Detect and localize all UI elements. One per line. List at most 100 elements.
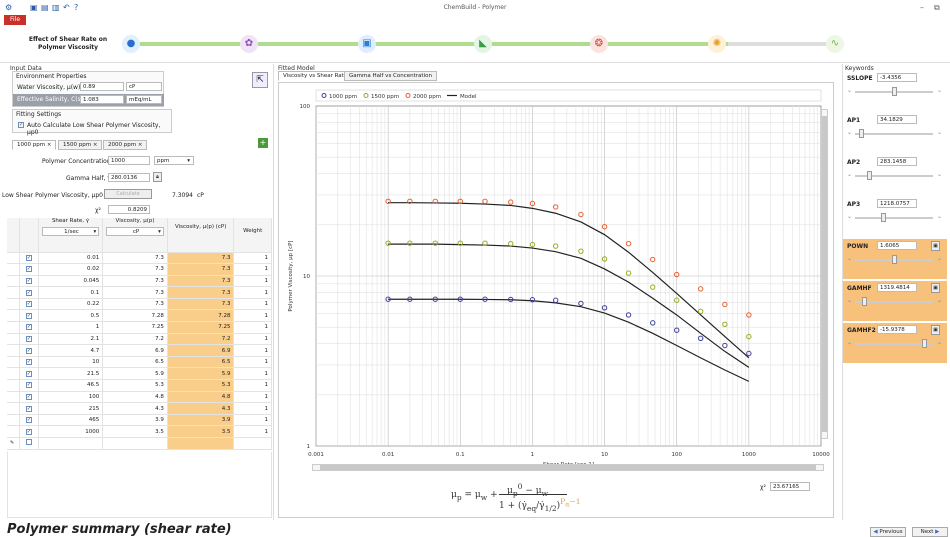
row-selector[interactable]: [7, 333, 21, 346]
data-point-1000-ppm[interactable]: [457, 296, 463, 302]
data-point-1500-ppm[interactable]: [601, 256, 608, 262]
row-checkbox[interactable]: ✓: [25, 393, 32, 400]
table-row[interactable]: ✓ 0.01 7.3 7.3 1: [7, 252, 272, 265]
weight-cell[interactable]: 1: [233, 275, 272, 288]
row-checkbox[interactable]: ✓: [25, 266, 32, 273]
save-as-icon[interactable]: ▥: [52, 3, 60, 12]
lock-icon[interactable]: ▣: [931, 325, 940, 335]
keyword-value-input[interactable]: 34.1829: [877, 115, 917, 124]
data-point-2000-ppm[interactable]: [385, 198, 391, 205]
undo-icon[interactable]: ↶: [63, 3, 70, 12]
close-icon[interactable]: ×: [46, 142, 52, 148]
table-row[interactable]: ✓ 10 6.5 6.5 1: [7, 356, 272, 369]
help-icon[interactable]: ?: [74, 3, 79, 12]
lock-icon[interactable]: ▣: [931, 241, 940, 251]
data-point-2000-ppm[interactable]: [601, 223, 608, 230]
row-checkbox-cell[interactable]: ✓: [19, 309, 39, 323]
shear-rate-cell[interactable]: 21.5: [38, 367, 104, 381]
weight-cell[interactable]: 1: [233, 333, 272, 346]
data-point-1500-ppm[interactable]: [552, 243, 559, 249]
data-point-1000-ppm[interactable]: [407, 296, 413, 302]
row-checkbox-cell[interactable]: ✓: [19, 356, 39, 369]
chevron-down-icon[interactable]: ⌄: [937, 171, 943, 178]
data-point-2000-ppm[interactable]: [407, 198, 413, 205]
weight-cell[interactable]: 1: [233, 344, 272, 357]
row-selector[interactable]: [7, 379, 21, 392]
data-point-2000-ppm[interactable]: [508, 199, 514, 205]
molecule-icon[interactable]: ✿: [240, 35, 258, 53]
row-checkbox-cell[interactable]: ✓: [19, 321, 39, 334]
chevron-down-icon[interactable]: ⌄: [937, 213, 943, 220]
shear-rate-cell[interactable]: 100: [38, 391, 104, 404]
data-point-2000-ppm[interactable]: [625, 240, 632, 247]
shear-rate-cell[interactable]: 1: [38, 321, 104, 334]
polymer-chain-icon[interactable]: ∿: [826, 35, 844, 53]
row-checkbox-cell[interactable]: ✓: [19, 333, 39, 346]
data-point-1500-ppm[interactable]: [746, 333, 752, 340]
shear-rate-cell[interactable]: 1000: [38, 425, 104, 438]
row-selector[interactable]: [7, 402, 21, 415]
file-menu-button[interactable]: File: [4, 15, 26, 25]
table-row[interactable]: ✓ 0.22 7.3 7.3 1: [7, 298, 272, 311]
row-checkbox[interactable]: ✓: [25, 254, 32, 261]
viscosity-cell[interactable]: 7.3: [102, 286, 168, 299]
calculate-button[interactable]: Calculate: [104, 189, 152, 199]
viscosity-cell[interactable]: 4.8: [102, 391, 168, 404]
open-icon[interactable]: ▤: [41, 3, 49, 12]
weight-cell[interactable]: 1: [233, 391, 272, 404]
weight-cell[interactable]: 1: [233, 252, 272, 265]
row-checkbox[interactable]: ✓: [25, 277, 32, 284]
viscosity-cell[interactable]: 7.3: [102, 252, 168, 265]
shear-rate-cell[interactable]: 0.1: [38, 286, 104, 299]
water-viscosity-unit-select[interactable]: cP: [126, 82, 162, 91]
chevron-down-icon[interactable]: ⌄: [937, 297, 943, 304]
keyword-slider-track[interactable]: [855, 343, 933, 345]
data-point-2000-ppm[interactable]: [674, 271, 680, 278]
row-checkbox-cell[interactable]: ✓: [19, 298, 39, 311]
row-selector[interactable]: [7, 263, 21, 276]
chevron-down-icon[interactable]: ⌄: [847, 171, 853, 178]
horizontal-scroll-thumb[interactable]: [320, 465, 816, 470]
table-row[interactable]: ✓ 1000 3.5 3.5 1: [7, 425, 272, 438]
viscosity-cell[interactable]: 4.3: [102, 402, 168, 415]
chevron-down-icon[interactable]: ⌄: [847, 87, 853, 94]
gamma-half-input[interactable]: 280.0136: [108, 173, 150, 182]
new-row-cell[interactable]: [38, 437, 104, 450]
tab-gamma-half[interactable]: Gamma Half vs Concentration: [344, 71, 437, 81]
keyword-value-input[interactable]: 1218.0757: [877, 199, 917, 208]
tab-2000ppm[interactable]: 2000 ppm ×: [103, 140, 148, 150]
row-checkbox[interactable]: ✓: [25, 347, 32, 354]
weight-cell[interactable]: 1: [233, 402, 272, 415]
data-point-1000-ppm[interactable]: [722, 342, 728, 349]
data-point-1000-ppm[interactable]: [529, 297, 536, 303]
chevron-down-icon[interactable]: ⌄: [937, 129, 943, 136]
gear-molecule-icon[interactable]: ❂: [590, 35, 608, 53]
table-row[interactable]: ✓ 0.045 7.3 7.3 1: [7, 275, 272, 288]
table-row[interactable]: ✓ 465 3.9 3.9 1: [7, 414, 272, 427]
restore-icon[interactable]: ⧉: [934, 3, 940, 12]
shear-rate-cell[interactable]: 0.02: [38, 263, 104, 276]
keyword-slider-thumb[interactable]: [892, 255, 897, 264]
shear-rate-cell[interactable]: 0.01: [38, 252, 104, 265]
data-point-2000-ppm[interactable]: [529, 200, 536, 207]
data-point-1500-ppm[interactable]: [407, 240, 413, 246]
data-point-2000-ppm[interactable]: [697, 286, 704, 292]
weight-cell[interactable]: 1: [233, 425, 272, 438]
viscosity-cell[interactable]: 7.3: [102, 298, 168, 311]
data-point-1500-ppm[interactable]: [529, 241, 536, 248]
row-selector[interactable]: [7, 321, 21, 334]
fit-chart-icon[interactable]: ⇱: [252, 72, 268, 88]
concentration-input[interactable]: 1000: [108, 156, 150, 165]
chevron-down-icon[interactable]: ⌄: [937, 255, 943, 262]
viscosity-cell[interactable]: 5.9: [102, 367, 168, 381]
weight-cell[interactable]: 1: [233, 321, 272, 334]
data-point-1500-ppm[interactable]: [650, 284, 656, 290]
viscosity-cell[interactable]: 7.3: [102, 275, 168, 288]
weight-cell[interactable]: 1: [233, 367, 272, 381]
table-new-row[interactable]: ✎: [7, 437, 272, 450]
weight-cell[interactable]: 1: [233, 286, 272, 299]
close-icon[interactable]: ×: [137, 142, 143, 148]
keyword-value-input[interactable]: 1.6065: [877, 241, 917, 250]
weight-cell[interactable]: 1: [233, 309, 272, 323]
